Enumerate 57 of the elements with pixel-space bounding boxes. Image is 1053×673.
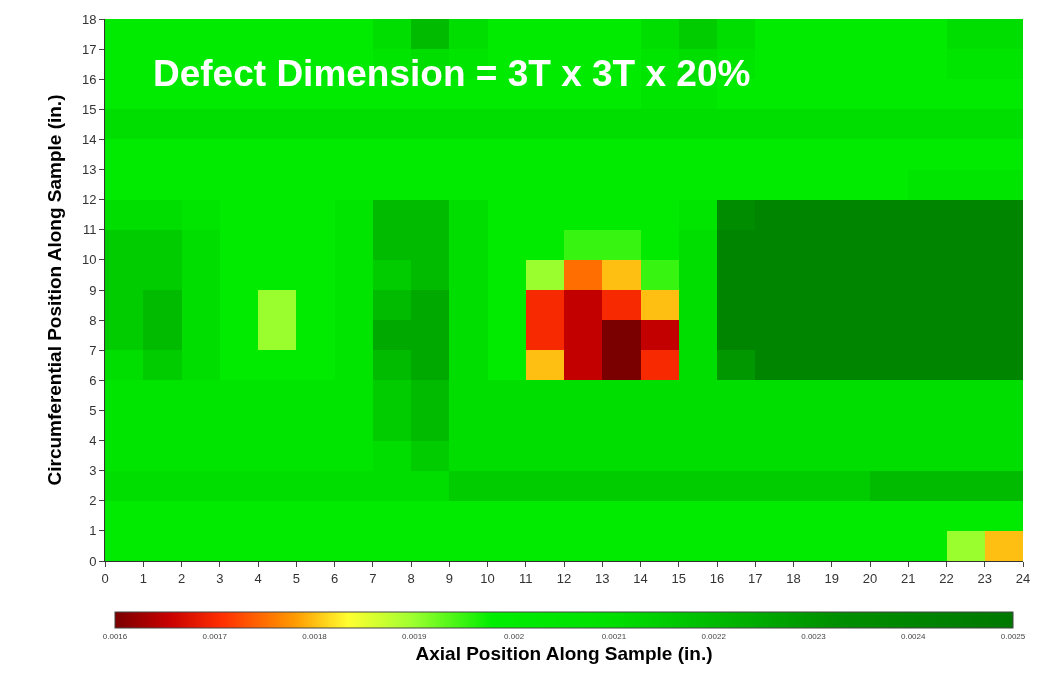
x-tick-label: 20 bbox=[862, 570, 878, 586]
y-tick-label: 9 bbox=[89, 282, 97, 298]
x-tick-label: 19 bbox=[824, 570, 839, 586]
x-tick-label: 16 bbox=[709, 570, 725, 586]
y-tick-label: 0 bbox=[89, 553, 97, 569]
y-tick-label: 2 bbox=[89, 493, 97, 509]
y-tick-label: 3 bbox=[89, 463, 97, 479]
y-tick-label: 14 bbox=[81, 131, 97, 147]
y-tick-label: 8 bbox=[89, 312, 97, 328]
color-bar-label: 0.0022 bbox=[701, 631, 727, 641]
x-tick-label: 3 bbox=[216, 570, 224, 586]
x-tick-label: 1 bbox=[139, 570, 147, 586]
annotation: Defect Dimension = 3T x 3T x 20% bbox=[153, 53, 751, 94]
color-bar-label: 0.0016 bbox=[102, 631, 128, 641]
y-tick-label: 16 bbox=[81, 71, 97, 87]
y-tick-label: 7 bbox=[89, 342, 97, 358]
x-tick-label: 23 bbox=[977, 570, 992, 586]
x-tick-label: 15 bbox=[671, 570, 686, 586]
x-tick-label: 18 bbox=[786, 570, 801, 586]
y-tick-label: 10 bbox=[81, 252, 97, 268]
color-bar-label: 0.0018 bbox=[302, 631, 328, 641]
x-tick-label: 10 bbox=[480, 570, 495, 586]
color-bar-label: 0.0024 bbox=[900, 631, 927, 641]
x-tick-label: 7 bbox=[369, 570, 377, 586]
y-tick-label: 11 bbox=[82, 222, 97, 238]
y-tick-label: 5 bbox=[89, 402, 97, 418]
x-tick-label: 13 bbox=[595, 570, 610, 586]
x-tick-label: 17 bbox=[748, 570, 763, 586]
y-tick-label: 4 bbox=[89, 433, 97, 449]
y-tick-label: 15 bbox=[81, 101, 97, 117]
y-tick-label: 13 bbox=[81, 162, 97, 178]
y-tick-label: 1 bbox=[89, 523, 97, 539]
x-tick-label: 8 bbox=[407, 570, 415, 586]
y-tick-label: 17 bbox=[81, 41, 97, 57]
x-tick-label: 4 bbox=[254, 570, 262, 586]
y-axis-title: Circumferential Position Along Sample (in.) bbox=[43, 94, 65, 486]
color-bar-label: 0.0025 bbox=[1000, 631, 1026, 641]
color-bar-label: 0.002 bbox=[504, 631, 525, 641]
color-bar-label: 0.0023 bbox=[801, 631, 827, 641]
x-tick-label: 6 bbox=[330, 570, 339, 586]
x-tick-label: 24 bbox=[1015, 570, 1031, 586]
x-tick-label: 22 bbox=[939, 570, 954, 586]
x-tick-label: 12 bbox=[556, 570, 572, 586]
x-axis-title: Axial Position Along Sample (in.) bbox=[415, 643, 713, 665]
x-tick-label: 0 bbox=[101, 570, 109, 586]
x-tick-label: 5 bbox=[292, 570, 300, 586]
y-tick-label: 12 bbox=[81, 192, 97, 208]
color-bar-label: 0.0017 bbox=[202, 631, 228, 641]
y-tick-label: 6 bbox=[89, 372, 97, 388]
x-tick-label: 11 bbox=[519, 570, 533, 586]
x-tick-label: 14 bbox=[633, 570, 648, 586]
y-tick-label: 18 bbox=[81, 11, 97, 27]
color-bar-label: 0.0019 bbox=[402, 631, 428, 641]
x-tick-label: 9 bbox=[445, 570, 453, 586]
x-tick-label: 21 bbox=[901, 570, 916, 586]
color-bar-label: 0.0021 bbox=[601, 631, 627, 641]
x-tick-label: 2 bbox=[177, 570, 186, 586]
